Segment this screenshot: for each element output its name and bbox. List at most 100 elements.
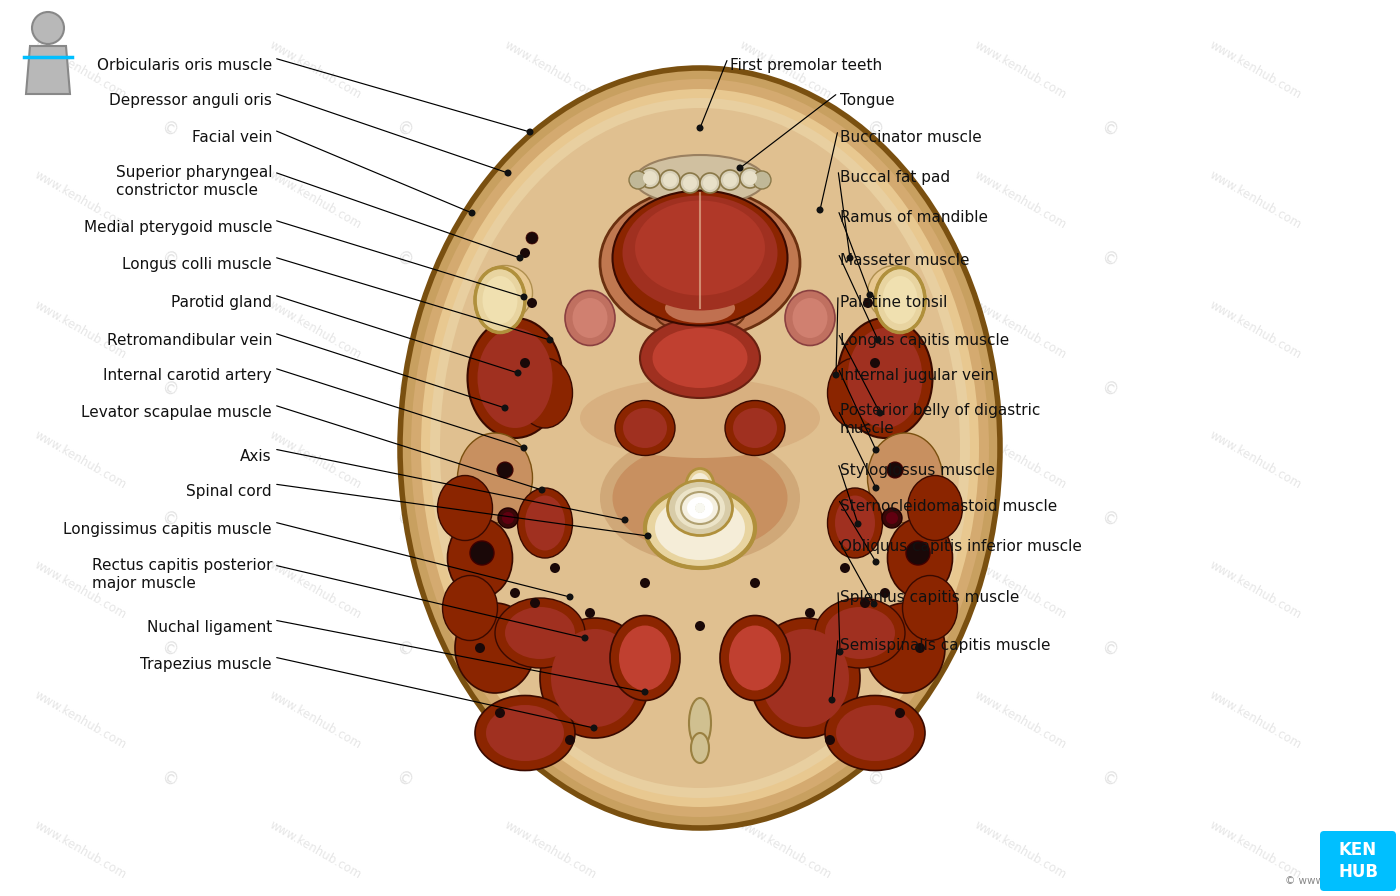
Ellipse shape bbox=[483, 276, 518, 324]
Circle shape bbox=[550, 563, 560, 573]
Ellipse shape bbox=[475, 695, 575, 771]
Ellipse shape bbox=[440, 108, 960, 788]
Text: ©: © bbox=[629, 248, 651, 271]
Ellipse shape bbox=[623, 408, 666, 448]
Text: Sternocleidomastoid muscle: Sternocleidomastoid muscle bbox=[840, 499, 1057, 514]
Text: www.kenhub.com: www.kenhub.com bbox=[736, 168, 833, 232]
Circle shape bbox=[515, 369, 521, 376]
Circle shape bbox=[872, 446, 879, 453]
Text: www.kenhub.com: www.kenhub.com bbox=[972, 818, 1068, 882]
Circle shape bbox=[546, 337, 553, 343]
Ellipse shape bbox=[875, 268, 925, 332]
Ellipse shape bbox=[601, 188, 799, 338]
Text: Superior pharyngeal
constrictor muscle: Superior pharyngeal constrictor muscle bbox=[115, 165, 272, 198]
Text: ©: © bbox=[629, 508, 651, 532]
Polygon shape bbox=[27, 46, 70, 94]
Ellipse shape bbox=[825, 695, 925, 771]
Circle shape bbox=[700, 173, 720, 193]
Ellipse shape bbox=[412, 79, 988, 817]
Circle shape bbox=[504, 169, 511, 177]
Text: ©: © bbox=[393, 768, 417, 792]
Circle shape bbox=[741, 168, 760, 188]
Text: ©: © bbox=[393, 508, 417, 532]
Text: Ramus of mandible: Ramus of mandible bbox=[840, 210, 988, 225]
Text: Buccal fat pad: Buccal fat pad bbox=[840, 170, 951, 185]
Circle shape bbox=[32, 12, 64, 44]
Text: www.kenhub.com: www.kenhub.com bbox=[501, 818, 598, 882]
Text: Depressor anguli oris: Depressor anguli oris bbox=[109, 93, 272, 108]
Ellipse shape bbox=[686, 469, 714, 504]
Text: www.kenhub.com: www.kenhub.com bbox=[501, 428, 598, 492]
Ellipse shape bbox=[868, 433, 942, 523]
Text: www.kenhub.com: www.kenhub.com bbox=[1207, 39, 1303, 101]
Circle shape bbox=[641, 688, 648, 695]
Circle shape bbox=[526, 128, 533, 135]
Circle shape bbox=[622, 516, 629, 523]
Circle shape bbox=[526, 232, 538, 244]
Circle shape bbox=[498, 508, 518, 528]
Ellipse shape bbox=[475, 268, 525, 332]
Text: KEN
HUB: KEN HUB bbox=[1338, 841, 1378, 881]
Ellipse shape bbox=[655, 293, 745, 333]
Circle shape bbox=[916, 643, 925, 653]
Circle shape bbox=[521, 444, 528, 452]
Ellipse shape bbox=[525, 495, 566, 550]
Text: Rectus capitis posterior
major muscle: Rectus capitis posterior major muscle bbox=[91, 558, 272, 591]
Ellipse shape bbox=[430, 98, 970, 798]
Ellipse shape bbox=[750, 618, 860, 738]
Text: First premolar teeth: First premolar teeth bbox=[729, 58, 882, 73]
Text: ©: © bbox=[864, 638, 886, 662]
Ellipse shape bbox=[847, 328, 923, 428]
Circle shape bbox=[829, 696, 836, 703]
Text: ©: © bbox=[393, 378, 417, 402]
Text: www.kenhub.com: www.kenhub.com bbox=[736, 298, 833, 362]
Circle shape bbox=[694, 503, 706, 513]
Ellipse shape bbox=[762, 629, 848, 727]
Text: www.kenhub.com: www.kenhub.com bbox=[736, 688, 833, 752]
Text: www.kenhub.com: www.kenhub.com bbox=[736, 558, 833, 622]
Ellipse shape bbox=[645, 488, 755, 568]
Text: www.kenhub.com: www.kenhub.com bbox=[972, 168, 1068, 232]
Ellipse shape bbox=[680, 492, 720, 524]
Ellipse shape bbox=[421, 89, 979, 807]
Circle shape bbox=[531, 598, 540, 608]
Ellipse shape bbox=[888, 518, 952, 598]
Circle shape bbox=[837, 649, 843, 656]
Text: www.kenhub.com: www.kenhub.com bbox=[1207, 818, 1303, 882]
Text: www.kenhub.com: www.kenhub.com bbox=[501, 688, 598, 752]
Text: www.kenhub.com: www.kenhub.com bbox=[501, 298, 598, 362]
Circle shape bbox=[567, 593, 574, 600]
Ellipse shape bbox=[518, 358, 573, 428]
FancyBboxPatch shape bbox=[1320, 831, 1396, 891]
Text: Orbicularis oris muscle: Orbicularis oris muscle bbox=[97, 58, 272, 73]
Text: www.kenhub.com: www.kenhub.com bbox=[736, 428, 833, 492]
Text: Semispinalis capitis muscle: Semispinalis capitis muscle bbox=[840, 638, 1050, 653]
Text: www.kenhub.com: www.kenhub.com bbox=[736, 39, 833, 101]
Text: Palatine tonsil: Palatine tonsil bbox=[840, 295, 948, 310]
Text: ©: © bbox=[158, 118, 182, 142]
Text: www.kenhub.com: www.kenhub.com bbox=[267, 298, 363, 362]
Text: ©: © bbox=[158, 638, 182, 662]
Text: www.kenhub.com: www.kenhub.com bbox=[267, 168, 363, 232]
Ellipse shape bbox=[836, 705, 914, 761]
Ellipse shape bbox=[566, 290, 615, 346]
Ellipse shape bbox=[689, 698, 711, 748]
Text: Medial pterygoid muscle: Medial pterygoid muscle bbox=[84, 220, 272, 235]
Ellipse shape bbox=[505, 607, 575, 659]
Text: Obliquus capitis inferior muscle: Obliquus capitis inferior muscle bbox=[840, 539, 1082, 554]
Text: Parotid gland: Parotid gland bbox=[171, 295, 272, 310]
Circle shape bbox=[875, 337, 882, 343]
Ellipse shape bbox=[640, 318, 760, 398]
Text: Longus colli muscle: Longus colli muscle bbox=[122, 257, 272, 272]
Ellipse shape bbox=[825, 607, 895, 659]
Ellipse shape bbox=[655, 496, 745, 560]
Circle shape bbox=[825, 735, 834, 745]
Ellipse shape bbox=[442, 575, 497, 641]
Text: www.kenhub.com: www.kenhub.com bbox=[32, 558, 129, 622]
Text: ©: © bbox=[629, 638, 651, 662]
Text: www.kenhub.com: www.kenhub.com bbox=[501, 558, 598, 622]
Circle shape bbox=[871, 600, 878, 607]
Circle shape bbox=[869, 358, 881, 368]
Circle shape bbox=[833, 372, 840, 378]
Ellipse shape bbox=[477, 265, 532, 321]
